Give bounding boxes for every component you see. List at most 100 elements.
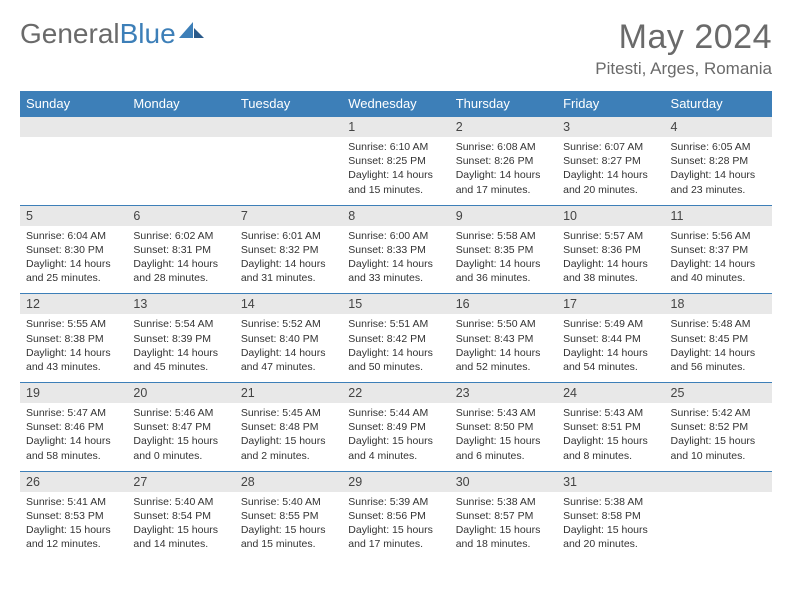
daynum-row: 19202122232425 bbox=[20, 383, 772, 404]
day-content-cell: Sunrise: 5:42 AMSunset: 8:52 PMDaylight:… bbox=[665, 403, 772, 471]
sunrise-text: Sunrise: 5:45 AM bbox=[241, 406, 336, 420]
day-content-cell bbox=[665, 492, 772, 560]
daylight2-text: and 6 minutes. bbox=[456, 449, 551, 463]
day-number-cell: 11 bbox=[665, 205, 772, 226]
daylight1-text: Daylight: 15 hours bbox=[133, 523, 228, 537]
day-number-cell: 21 bbox=[235, 383, 342, 404]
daylight1-text: Daylight: 14 hours bbox=[241, 346, 336, 360]
daylight2-text: and 17 minutes. bbox=[456, 183, 551, 197]
daylight1-text: Daylight: 15 hours bbox=[241, 523, 336, 537]
daylight1-text: Daylight: 15 hours bbox=[133, 434, 228, 448]
daylight1-text: Daylight: 14 hours bbox=[26, 346, 121, 360]
day-content-cell: Sunrise: 5:54 AMSunset: 8:39 PMDaylight:… bbox=[127, 314, 234, 382]
day-content-cell: Sunrise: 5:56 AMSunset: 8:37 PMDaylight:… bbox=[665, 226, 772, 294]
sunrise-text: Sunrise: 6:02 AM bbox=[133, 229, 228, 243]
sunset-text: Sunset: 8:32 PM bbox=[241, 243, 336, 257]
sunrise-text: Sunrise: 5:43 AM bbox=[456, 406, 551, 420]
day-number-cell: 29 bbox=[342, 471, 449, 492]
day-number-cell bbox=[235, 117, 342, 138]
day-number-cell: 3 bbox=[557, 117, 664, 138]
sunrise-text: Sunrise: 5:55 AM bbox=[26, 317, 121, 331]
daylight2-text: and 58 minutes. bbox=[26, 449, 121, 463]
day-number-cell: 16 bbox=[450, 294, 557, 315]
sunrise-text: Sunrise: 6:00 AM bbox=[348, 229, 443, 243]
day-number-cell: 27 bbox=[127, 471, 234, 492]
sunrise-text: Sunrise: 5:49 AM bbox=[563, 317, 658, 331]
sunrise-text: Sunrise: 6:08 AM bbox=[456, 140, 551, 154]
day-content-cell: Sunrise: 5:51 AMSunset: 8:42 PMDaylight:… bbox=[342, 314, 449, 382]
daylight1-text: Daylight: 14 hours bbox=[671, 168, 766, 182]
sunset-text: Sunset: 8:55 PM bbox=[241, 509, 336, 523]
daylight2-text: and 40 minutes. bbox=[671, 271, 766, 285]
day-content-cell: Sunrise: 5:58 AMSunset: 8:35 PMDaylight:… bbox=[450, 226, 557, 294]
sunrise-text: Sunrise: 5:47 AM bbox=[26, 406, 121, 420]
sunrise-text: Sunrise: 5:51 AM bbox=[348, 317, 443, 331]
daylight2-text: and 15 minutes. bbox=[348, 183, 443, 197]
sunrise-text: Sunrise: 5:40 AM bbox=[241, 495, 336, 509]
day-content-cell: Sunrise: 5:45 AMSunset: 8:48 PMDaylight:… bbox=[235, 403, 342, 471]
day-content-cell: Sunrise: 5:50 AMSunset: 8:43 PMDaylight:… bbox=[450, 314, 557, 382]
sunrise-text: Sunrise: 5:40 AM bbox=[133, 495, 228, 509]
daylight2-text: and 31 minutes. bbox=[241, 271, 336, 285]
header: GeneralBlue May 2024 Pitesti, Arges, Rom… bbox=[20, 18, 772, 79]
sunrise-text: Sunrise: 5:58 AM bbox=[456, 229, 551, 243]
logo: GeneralBlue bbox=[20, 18, 205, 50]
day-content-cell: Sunrise: 5:49 AMSunset: 8:44 PMDaylight:… bbox=[557, 314, 664, 382]
weekday-header: Monday bbox=[127, 91, 234, 117]
daylight2-text: and 8 minutes. bbox=[563, 449, 658, 463]
day-content-cell bbox=[235, 137, 342, 205]
sunset-text: Sunset: 8:52 PM bbox=[671, 420, 766, 434]
day-number-cell: 10 bbox=[557, 205, 664, 226]
daylight1-text: Daylight: 15 hours bbox=[456, 434, 551, 448]
day-number-cell: 25 bbox=[665, 383, 772, 404]
weekday-header: Thursday bbox=[450, 91, 557, 117]
sunset-text: Sunset: 8:54 PM bbox=[133, 509, 228, 523]
month-title: May 2024 bbox=[595, 18, 772, 57]
day-number-cell: 19 bbox=[20, 383, 127, 404]
day-content-cell: Sunrise: 5:39 AMSunset: 8:56 PMDaylight:… bbox=[342, 492, 449, 560]
sunset-text: Sunset: 8:36 PM bbox=[563, 243, 658, 257]
day-number-cell: 28 bbox=[235, 471, 342, 492]
sunrise-text: Sunrise: 5:42 AM bbox=[671, 406, 766, 420]
sunset-text: Sunset: 8:26 PM bbox=[456, 154, 551, 168]
daynum-row: 12131415161718 bbox=[20, 294, 772, 315]
day-number-cell bbox=[665, 471, 772, 492]
daylight2-text: and 15 minutes. bbox=[241, 537, 336, 551]
daylight1-text: Daylight: 15 hours bbox=[671, 434, 766, 448]
day-content-cell: Sunrise: 5:38 AMSunset: 8:58 PMDaylight:… bbox=[557, 492, 664, 560]
daylight1-text: Daylight: 14 hours bbox=[133, 257, 228, 271]
day-number-cell: 5 bbox=[20, 205, 127, 226]
sunset-text: Sunset: 8:44 PM bbox=[563, 332, 658, 346]
daylight1-text: Daylight: 15 hours bbox=[26, 523, 121, 537]
location: Pitesti, Arges, Romania bbox=[595, 59, 772, 79]
day-content-cell: Sunrise: 5:43 AMSunset: 8:51 PMDaylight:… bbox=[557, 403, 664, 471]
daylight2-text: and 25 minutes. bbox=[26, 271, 121, 285]
day-content-cell: Sunrise: 5:46 AMSunset: 8:47 PMDaylight:… bbox=[127, 403, 234, 471]
daylight2-text: and 56 minutes. bbox=[671, 360, 766, 374]
day-number-cell: 31 bbox=[557, 471, 664, 492]
weekday-header: Friday bbox=[557, 91, 664, 117]
daylight1-text: Daylight: 14 hours bbox=[456, 346, 551, 360]
daylight2-text: and 52 minutes. bbox=[456, 360, 551, 374]
daylight2-text: and 23 minutes. bbox=[671, 183, 766, 197]
sunrise-text: Sunrise: 5:57 AM bbox=[563, 229, 658, 243]
daylight2-text: and 47 minutes. bbox=[241, 360, 336, 374]
daylight1-text: Daylight: 15 hours bbox=[348, 523, 443, 537]
sunset-text: Sunset: 8:25 PM bbox=[348, 154, 443, 168]
daylight1-text: Daylight: 15 hours bbox=[563, 434, 658, 448]
content-row: Sunrise: 5:55 AMSunset: 8:38 PMDaylight:… bbox=[20, 314, 772, 382]
sunrise-text: Sunrise: 6:05 AM bbox=[671, 140, 766, 154]
day-content-cell: Sunrise: 6:10 AMSunset: 8:25 PMDaylight:… bbox=[342, 137, 449, 205]
daylight2-text: and 2 minutes. bbox=[241, 449, 336, 463]
daylight2-text: and 12 minutes. bbox=[26, 537, 121, 551]
day-number-cell: 14 bbox=[235, 294, 342, 315]
sunset-text: Sunset: 8:42 PM bbox=[348, 332, 443, 346]
weekday-header: Sunday bbox=[20, 91, 127, 117]
content-row: Sunrise: 5:47 AMSunset: 8:46 PMDaylight:… bbox=[20, 403, 772, 471]
weekday-header: Tuesday bbox=[235, 91, 342, 117]
day-number-cell: 13 bbox=[127, 294, 234, 315]
daynum-row: 262728293031 bbox=[20, 471, 772, 492]
day-content-cell: Sunrise: 5:47 AMSunset: 8:46 PMDaylight:… bbox=[20, 403, 127, 471]
weekday-header-row: Sunday Monday Tuesday Wednesday Thursday… bbox=[20, 91, 772, 117]
daylight1-text: Daylight: 14 hours bbox=[26, 434, 121, 448]
